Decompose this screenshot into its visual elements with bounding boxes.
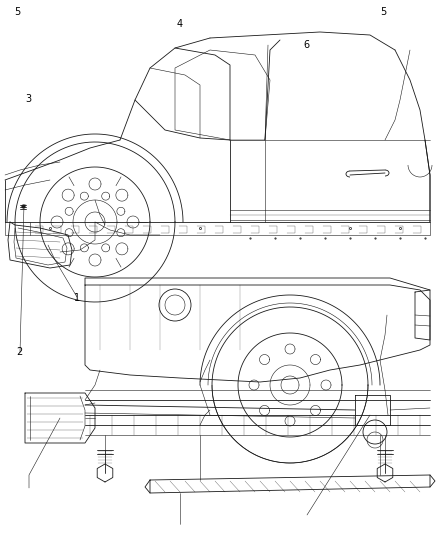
Text: 1: 1 [74, 294, 80, 303]
Text: 2: 2 [17, 347, 23, 357]
Text: 6: 6 [304, 41, 310, 50]
Text: 3: 3 [25, 94, 32, 103]
Text: 5: 5 [380, 7, 386, 17]
Text: 4: 4 [177, 19, 183, 29]
Text: 5: 5 [14, 7, 21, 17]
